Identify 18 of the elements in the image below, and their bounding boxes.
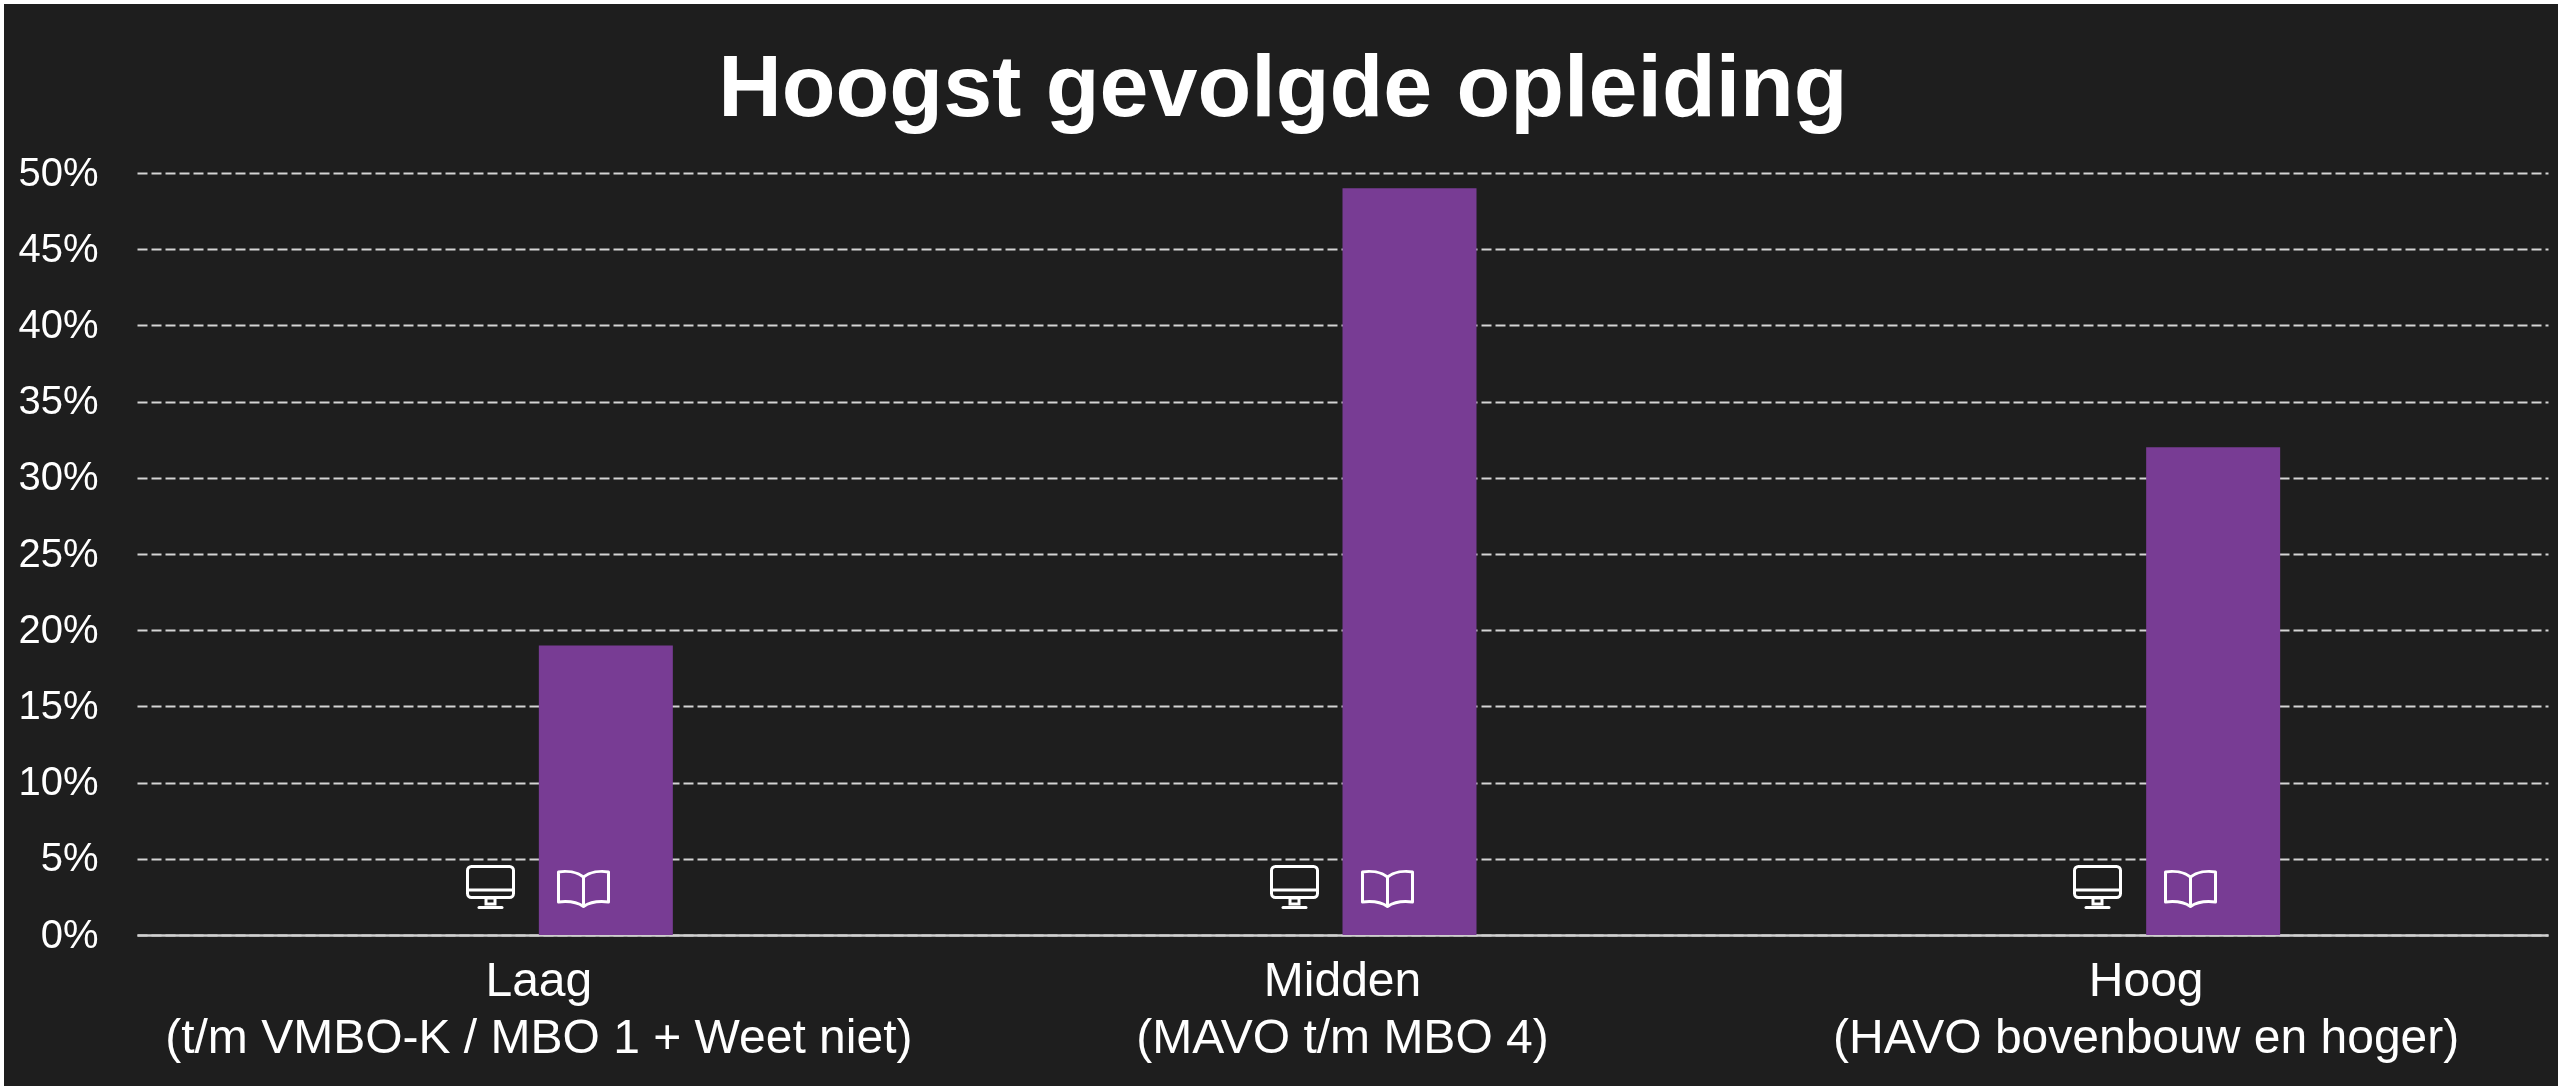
y-tick-label: 0% [40, 911, 99, 956]
y-tick-label: 40% [18, 301, 99, 346]
x-tick-label: Hoog (HAVO bovenbouw en hoger) [1833, 952, 2460, 1063]
y-tick-label: 5% [40, 835, 99, 880]
y-tick-label: 30% [18, 454, 99, 499]
bar [538, 645, 673, 935]
y-tick-label: 45% [18, 225, 99, 270]
y-tick-label: 20% [18, 606, 99, 651]
x-tick-label: Laag (t/m VMBO-K / MBO 1 + Weet niet) [165, 952, 913, 1063]
y-tick-label: 15% [18, 682, 99, 727]
y-tick-label: 10% [18, 759, 99, 804]
y-tick-label: 50% [18, 149, 99, 194]
chart-title: Hoogst gevolgde opleiding [718, 36, 1848, 135]
y-tick-label: 35% [18, 378, 99, 423]
x-tick-label: Midden (MAVO t/m MBO 4) [1136, 952, 1549, 1063]
bar [1342, 188, 1477, 935]
bar [2146, 447, 2281, 935]
y-tick-label: 25% [18, 530, 99, 575]
